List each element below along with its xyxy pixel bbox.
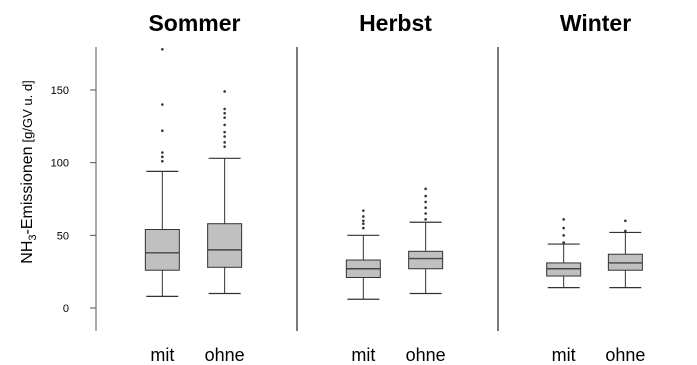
outlier-point xyxy=(562,218,565,221)
y-tick-label-0: 0 xyxy=(63,303,69,315)
category-label-herbst-mit: mit xyxy=(351,345,375,365)
outlier-point xyxy=(424,187,427,191)
outlier-point xyxy=(624,219,627,223)
iqr-box xyxy=(408,250,444,270)
outlier-point xyxy=(223,135,226,138)
iqr-box xyxy=(546,262,582,277)
outlier-point xyxy=(161,159,164,163)
outlier-point xyxy=(223,123,226,127)
y-tick-label-100: 100 xyxy=(51,158,69,170)
outlier-point xyxy=(161,155,164,159)
category-label-herbst-ohne: ohne xyxy=(406,345,446,365)
outlier-point xyxy=(161,103,164,106)
outlier-point xyxy=(362,219,365,223)
outlier-point xyxy=(562,234,565,237)
plot-area: 0 50 100 150 Sommer mit ohne Herbst mit ohne Winte… xyxy=(51,10,646,365)
box-sommer-ohne xyxy=(207,90,243,295)
panel-title-herbst: Herbst xyxy=(359,10,432,36)
y-axis-title: NH3-Emissionen [g/GV u. d] xyxy=(19,80,39,263)
outlier-point xyxy=(223,90,226,93)
outlier-point xyxy=(223,141,226,144)
outlier-point xyxy=(223,111,226,115)
outlier-point xyxy=(223,145,226,148)
panel-title-winter: Winter xyxy=(560,10,631,36)
y-axis-title-unit: [g/GV u. d] xyxy=(20,80,35,142)
outlier-point xyxy=(562,226,565,230)
iqr-box xyxy=(607,253,643,271)
outlier-point xyxy=(424,212,427,215)
y-axis-title-sub: 3 xyxy=(27,234,39,240)
outlier-point xyxy=(362,222,365,226)
outlier-point xyxy=(362,209,365,212)
box-herbst-mit xyxy=(345,209,381,300)
iqr-box xyxy=(144,229,180,271)
category-label-sommer-ohne: ohne xyxy=(205,345,245,365)
outlier-point xyxy=(223,107,226,111)
outlier-point xyxy=(424,194,427,198)
outlier-point xyxy=(161,129,164,132)
category-label-winter-mit: mit xyxy=(552,345,576,365)
category-label-winter-ohne: ohne xyxy=(605,345,645,365)
outlier-point xyxy=(161,48,164,51)
outlier-point xyxy=(424,206,427,210)
y-tick-label-50: 50 xyxy=(57,230,69,242)
outlier-point xyxy=(624,229,627,233)
outlier-point xyxy=(362,215,365,218)
outlier-point xyxy=(362,226,365,230)
outlier-point xyxy=(562,241,565,244)
panel-title-sommer: Sommer xyxy=(148,10,240,36)
outlier-point xyxy=(223,116,226,119)
box-winter-ohne xyxy=(607,219,643,289)
box-herbst-ohne xyxy=(408,187,444,295)
outlier-point xyxy=(424,200,427,204)
outlier-point xyxy=(161,151,164,154)
outlier-point xyxy=(223,130,226,134)
outlier-point xyxy=(424,218,427,221)
y-axis-title-rest: -Emissionen xyxy=(19,146,36,234)
y-tick-label-150: 150 xyxy=(51,85,69,97)
iqr-box xyxy=(207,223,243,268)
box-sommer-mit xyxy=(144,48,180,297)
category-label-sommer-mit: mit xyxy=(150,345,174,365)
box-winter-mit xyxy=(546,218,582,289)
y-axis-title-main: NH xyxy=(19,241,36,264)
